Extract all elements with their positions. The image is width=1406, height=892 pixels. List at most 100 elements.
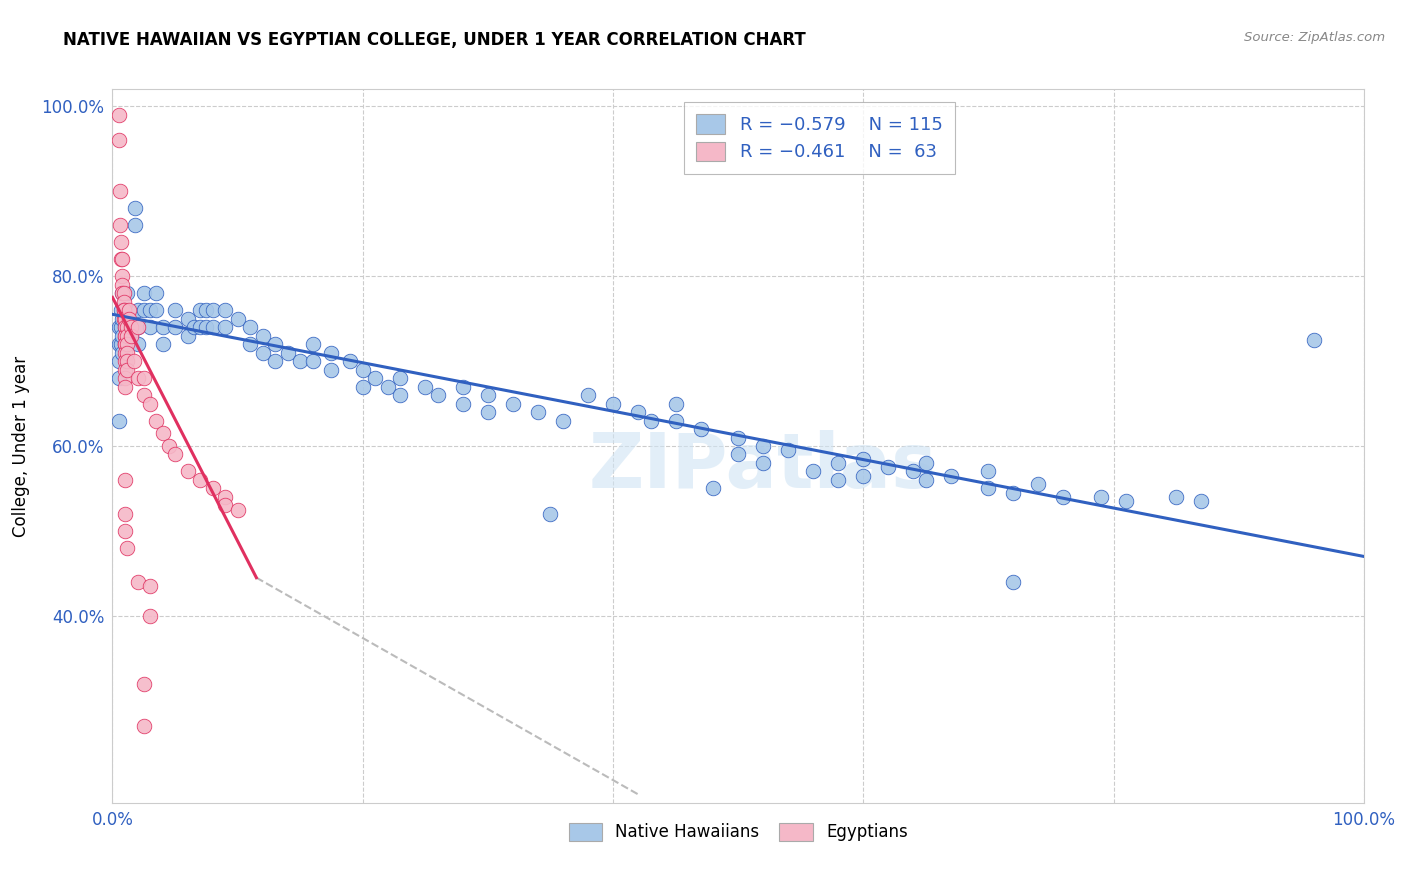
Point bbox=[114, 328, 136, 343]
Point bbox=[214, 499, 236, 513]
Point bbox=[152, 320, 174, 334]
Text: NATIVE HAWAIIAN VS EGYPTIAN COLLEGE, UNDER 1 YEAR CORRELATION CHART: NATIVE HAWAIIAN VS EGYPTIAN COLLEGE, UND… bbox=[63, 31, 806, 49]
Point bbox=[226, 502, 249, 516]
Point bbox=[1189, 494, 1212, 508]
Point bbox=[117, 354, 139, 368]
Point bbox=[163, 320, 186, 334]
Point bbox=[239, 337, 262, 351]
Point bbox=[112, 303, 135, 318]
Point bbox=[107, 337, 129, 351]
Point bbox=[112, 286, 135, 301]
Point bbox=[877, 460, 900, 475]
Point bbox=[127, 303, 149, 318]
Point bbox=[477, 388, 499, 402]
Point bbox=[110, 337, 132, 351]
Point bbox=[114, 303, 136, 318]
Point bbox=[114, 320, 136, 334]
Point bbox=[827, 473, 849, 487]
Point bbox=[538, 507, 561, 521]
Point bbox=[127, 574, 149, 589]
Point bbox=[132, 388, 155, 402]
Point bbox=[117, 286, 139, 301]
Point bbox=[226, 311, 249, 326]
Point bbox=[114, 337, 136, 351]
Point bbox=[111, 286, 134, 301]
Point bbox=[852, 468, 875, 483]
Point bbox=[1115, 494, 1137, 508]
Point bbox=[627, 405, 650, 419]
Point bbox=[114, 337, 136, 351]
Point bbox=[689, 422, 711, 436]
Legend: Native Hawaiians, Egyptians: Native Hawaiians, Egyptians bbox=[562, 816, 914, 848]
Point bbox=[112, 294, 135, 309]
Point bbox=[117, 541, 139, 555]
Point bbox=[107, 354, 129, 368]
Point bbox=[145, 413, 167, 427]
Point bbox=[114, 473, 136, 487]
Point bbox=[939, 468, 962, 483]
Point bbox=[195, 303, 218, 318]
Point bbox=[188, 473, 211, 487]
Point bbox=[107, 320, 129, 334]
Point bbox=[352, 362, 374, 376]
Point bbox=[132, 719, 155, 733]
Point bbox=[201, 320, 224, 334]
Point bbox=[1002, 485, 1025, 500]
Point bbox=[277, 345, 299, 359]
Point bbox=[127, 320, 149, 334]
Point bbox=[111, 311, 134, 326]
Point bbox=[827, 456, 849, 470]
Point bbox=[264, 354, 287, 368]
Point bbox=[551, 413, 574, 427]
Point bbox=[176, 328, 198, 343]
Point bbox=[252, 328, 274, 343]
Point bbox=[110, 303, 132, 318]
Point bbox=[127, 371, 149, 385]
Point bbox=[117, 345, 139, 359]
Point bbox=[111, 328, 134, 343]
Point bbox=[339, 354, 361, 368]
Point bbox=[977, 465, 1000, 479]
Point bbox=[915, 456, 938, 470]
Point bbox=[176, 465, 198, 479]
Point bbox=[139, 608, 162, 623]
Point bbox=[364, 371, 387, 385]
Point bbox=[727, 448, 749, 462]
Point bbox=[352, 379, 374, 393]
Point bbox=[377, 379, 399, 393]
Point bbox=[290, 354, 312, 368]
Point bbox=[239, 320, 262, 334]
Point bbox=[640, 413, 662, 427]
Point bbox=[117, 337, 139, 351]
Point bbox=[110, 320, 132, 334]
Point bbox=[188, 303, 211, 318]
Point bbox=[120, 328, 142, 343]
Point bbox=[118, 311, 141, 326]
Point bbox=[117, 362, 139, 376]
Point bbox=[132, 371, 155, 385]
Point bbox=[1028, 477, 1050, 491]
Point bbox=[111, 277, 134, 292]
Point bbox=[801, 465, 824, 479]
Point bbox=[114, 354, 136, 368]
Point bbox=[1302, 333, 1324, 347]
Point bbox=[124, 201, 146, 215]
Point bbox=[389, 388, 412, 402]
Point bbox=[752, 456, 775, 470]
Point bbox=[1164, 490, 1187, 504]
Point bbox=[157, 439, 180, 453]
Point bbox=[214, 490, 236, 504]
Point bbox=[1090, 490, 1112, 504]
Point bbox=[727, 430, 749, 444]
Point bbox=[152, 426, 174, 441]
Point bbox=[201, 303, 224, 318]
Point bbox=[107, 108, 129, 122]
Point bbox=[264, 337, 287, 351]
Point bbox=[664, 396, 686, 410]
Point bbox=[132, 677, 155, 691]
Point bbox=[108, 218, 131, 232]
Point bbox=[477, 405, 499, 419]
Point bbox=[301, 337, 323, 351]
Point bbox=[451, 396, 474, 410]
Point bbox=[114, 379, 136, 393]
